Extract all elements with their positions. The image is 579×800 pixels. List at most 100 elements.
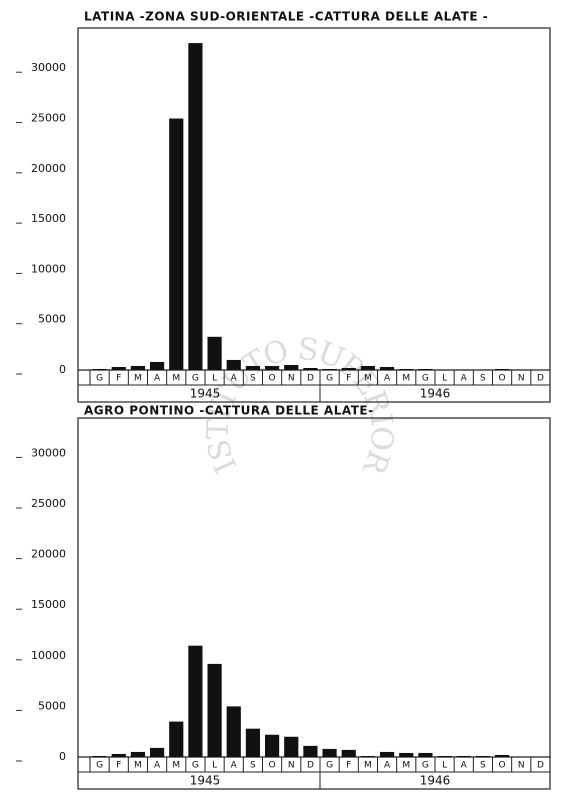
bar [494, 754, 510, 757]
x-tick-label: D [307, 374, 314, 384]
x-tick-label: G [96, 374, 103, 384]
y-tick-label: 20000 [31, 162, 66, 175]
bar [226, 706, 241, 757]
x-tick-label: F [116, 374, 121, 384]
x-tick-label: S [250, 374, 256, 384]
x-tick-label: D [537, 374, 544, 384]
bar [284, 736, 299, 757]
bar [475, 369, 491, 370]
bar [322, 368, 337, 370]
x-tick-label: G [422, 374, 429, 384]
year-label: 1946 [420, 387, 451, 401]
y-tick-label: 10000 [31, 649, 66, 662]
bar [322, 748, 337, 757]
bar [514, 369, 529, 370]
x-tick-label: M [402, 374, 410, 384]
year-label: 1945 [190, 387, 221, 401]
bar [437, 369, 452, 370]
x-tick-label: O [269, 374, 276, 384]
x-tick-label: G [326, 374, 333, 384]
x-tick-label: O [499, 761, 506, 771]
bar [360, 365, 376, 370]
x-tick-label: M [172, 761, 180, 771]
x-tick-label: S [250, 761, 256, 771]
bar [399, 752, 414, 757]
x-tick-label: D [537, 761, 544, 771]
y-tick-label: 30000 [31, 446, 66, 459]
x-tick-label: S [480, 761, 486, 771]
chart-title: AGRO PONTINO -CATTURA DELLE ALATE- [84, 404, 374, 418]
x-tick-label: M [172, 374, 180, 384]
bar [360, 755, 376, 757]
bar [379, 366, 395, 370]
x-tick-label: A [231, 374, 238, 384]
y-tick-label: 5000 [38, 313, 66, 326]
y-tick-label: 15000 [31, 598, 66, 611]
x-tick-label: G [192, 761, 199, 771]
x-tick-label: M [134, 374, 142, 384]
bar [188, 43, 203, 371]
bar [130, 365, 146, 370]
year-label: 1945 [190, 774, 221, 788]
x-tick-label: M [134, 761, 142, 771]
x-tick-label: A [231, 761, 238, 771]
y-tick-label: 25000 [31, 497, 66, 510]
x-tick-label: A [154, 761, 161, 771]
x-tick-label: G [422, 761, 429, 771]
x-tick-label: F [116, 761, 121, 771]
y-tick-label: 0 [59, 363, 66, 376]
year-label: 1946 [420, 774, 451, 788]
x-tick-label: D [307, 761, 314, 771]
bar [92, 368, 107, 370]
y-tick-label: 10000 [31, 262, 66, 275]
plot-frame [77, 417, 551, 790]
bar [456, 369, 471, 370]
bar [245, 728, 261, 757]
bar [149, 747, 165, 757]
bar [207, 336, 222, 370]
x-tick-label: N [288, 761, 295, 771]
bar [169, 721, 184, 757]
x-tick-label: L [212, 761, 217, 771]
bar [111, 366, 126, 370]
bar [303, 367, 318, 370]
x-tick-label: A [154, 374, 161, 384]
bar [111, 753, 126, 757]
bar [418, 368, 433, 370]
x-tick-label: F [346, 374, 351, 384]
x-tick-label: O [499, 374, 506, 384]
bar [264, 365, 280, 370]
x-tick-label: G [96, 761, 103, 771]
x-tick-label: M [364, 761, 372, 771]
chart-title: LATINA -ZONA SUD-ORIENTALE -CATTURA DELL… [84, 10, 488, 24]
x-tick-label: N [518, 374, 525, 384]
y-tick-label: 20000 [31, 548, 66, 561]
bar [169, 118, 184, 370]
bar [130, 751, 146, 757]
y-tick-label: 5000 [38, 699, 66, 712]
bar [379, 751, 395, 757]
x-tick-label: L [442, 761, 447, 771]
x-tick-label: L [442, 374, 447, 384]
x-tick-label: A [461, 761, 468, 771]
x-tick-label: F [346, 761, 351, 771]
x-tick-label: O [269, 761, 276, 771]
x-tick-label: L [212, 374, 217, 384]
bar [341, 749, 356, 757]
bar [437, 755, 452, 757]
bar [303, 745, 318, 757]
y-tick-label: 15000 [31, 212, 66, 225]
x-tick-label: A [384, 761, 391, 771]
bar [475, 755, 491, 757]
bar [456, 755, 471, 757]
bar [494, 368, 510, 370]
bar [245, 365, 261, 370]
x-tick-label: M [402, 761, 410, 771]
x-tick-label: S [480, 374, 486, 384]
plot-frame [77, 27, 551, 403]
bar [264, 734, 280, 757]
bar [92, 755, 107, 757]
bar [149, 361, 165, 370]
bar [284, 364, 299, 370]
